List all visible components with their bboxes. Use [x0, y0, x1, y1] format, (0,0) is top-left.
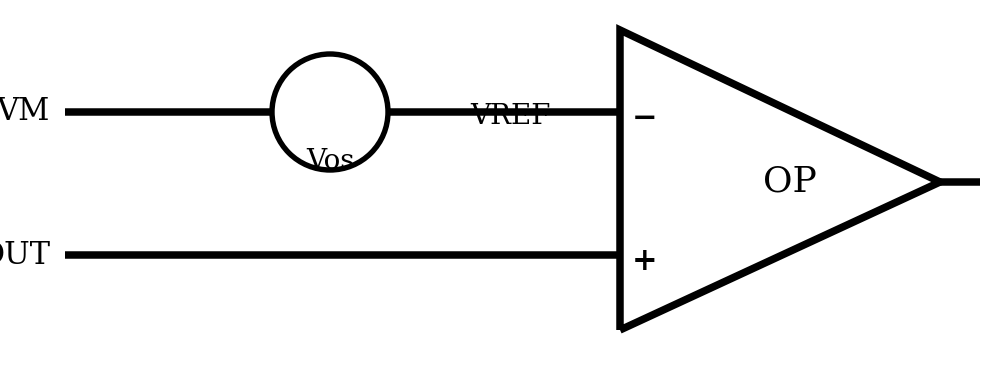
Text: −: −: [632, 103, 658, 134]
Text: VM: VM: [0, 96, 50, 127]
Text: Vos: Vos: [306, 148, 354, 175]
Text: OP: OP: [763, 165, 817, 199]
Text: OUT: OUT: [0, 239, 50, 270]
Text: VREF: VREF: [470, 103, 550, 130]
Text: +: +: [632, 246, 658, 277]
